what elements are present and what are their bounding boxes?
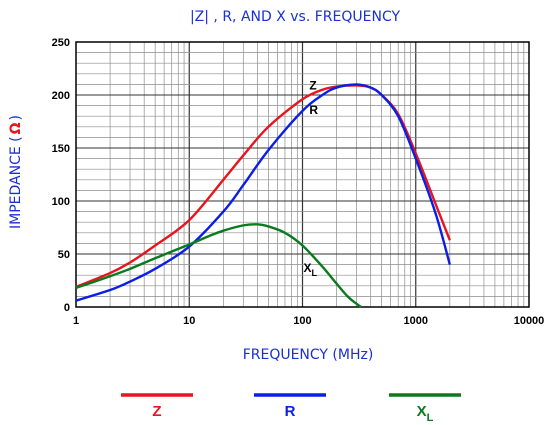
x-axis-label: FREQUENCY (MHz) (243, 347, 374, 363)
x-tick-label: 1000 (404, 315, 428, 327)
x-tick-labels: 1 10 100 1000 10000 (73, 315, 544, 327)
series-line-r (75, 83, 451, 302)
legend-label-x: XL (417, 403, 434, 424)
plot-frame (75, 41, 530, 308)
ohm-symbol: Ω (8, 122, 24, 134)
curve-label-z: Z (309, 78, 316, 92)
legend-label-r: R (285, 403, 296, 420)
curve-label-x: XL (303, 261, 317, 278)
y-axis-label-end: ) (8, 115, 24, 120)
y-axis-label-text: IMPEDANCE ( (8, 136, 24, 229)
y-tick-labels: 0 50 100 150 200 250 (52, 37, 70, 314)
y-tick-label: 100 (52, 196, 70, 208)
legend-label-subscript: L (427, 412, 434, 424)
y-axis-label: IMPEDANCE ( Ω) (8, 115, 24, 229)
legend: Z R XL (121, 393, 461, 424)
x-tick-label: 10000 (514, 315, 544, 327)
chart-title: |Z| , R, AND X vs. FREQUENCY (190, 9, 401, 25)
x-tick-label: 1 (73, 315, 79, 327)
x-tick-label: 100 (293, 315, 311, 327)
legend-label-text: X (417, 403, 427, 420)
curve-label-text: Z (309, 78, 316, 92)
plot-grid (76, 42, 529, 307)
y-tick-label: 50 (58, 249, 70, 261)
series-line-z (75, 84, 451, 288)
series-group (75, 83, 451, 309)
x-tick-label: 10 (183, 315, 195, 327)
y-tick-label: 0 (64, 302, 70, 314)
y-tick-label: 150 (52, 143, 70, 155)
legend-label-z: Z (152, 403, 161, 420)
legend-label-text: R (285, 403, 296, 420)
y-tick-label: 200 (52, 90, 70, 102)
legend-label-text: Z (152, 403, 161, 420)
series-line-x (75, 223, 362, 309)
curve-label-r: R (309, 103, 318, 117)
y-tick-label: 250 (52, 37, 70, 49)
curve-label-text: R (309, 103, 318, 117)
curve-label-subscript: L (311, 268, 317, 278)
curve-label-text: X (303, 261, 311, 275)
curve-labels: ZR XL (303, 78, 318, 277)
